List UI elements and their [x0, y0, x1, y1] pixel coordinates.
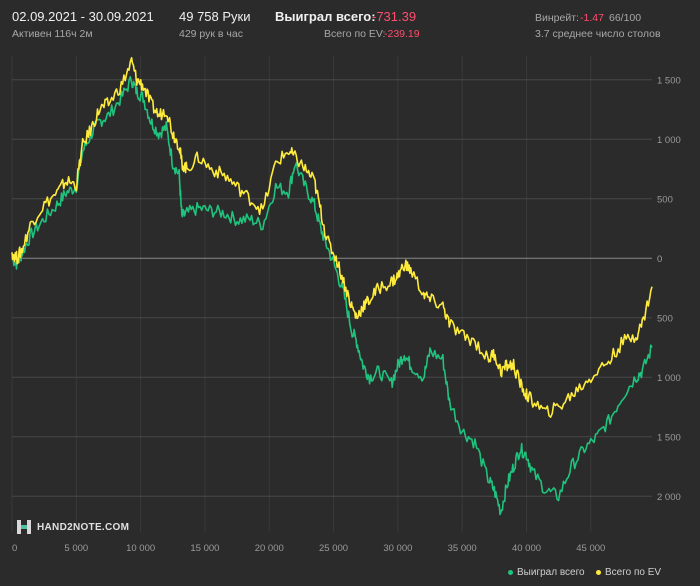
legend-won: Выиграл всего [508, 567, 585, 578]
legend-won-label: Выиграл всего [517, 567, 585, 578]
series-won-line [11, 76, 653, 516]
hand2note-icon [17, 520, 31, 534]
legend-ev-dot [596, 570, 601, 575]
avg-tables: 3.7 среднее число столов [535, 28, 661, 40]
winrate-value: -1.47 [580, 12, 604, 24]
hand2note-logo: HAND2NOTE.COM [17, 520, 129, 534]
x-tick-label: 40 000 [512, 543, 541, 554]
won-total-value: -731.39 [372, 9, 417, 24]
legend-ev: Всего по EV [596, 567, 661, 578]
date-range: 02.09.2021 - 30.09.2021 [12, 9, 154, 24]
winrate-label: Винрейт: [535, 12, 579, 24]
y-tick-label: 1 500 [657, 75, 681, 86]
x-tick-label: 0 [12, 543, 17, 554]
y-tick-label: 2 000 [657, 492, 681, 503]
profit-chart: 1 500 1 000 500 0 500 1 000 1 500 2 000 0 5 000 10… [11, 56, 681, 554]
ev-total-value: -239.19 [384, 28, 420, 40]
x-tick-label: 10 000 [126, 543, 155, 554]
x-tick-label: 20 000 [255, 543, 284, 554]
logo-text: HAND2NOTE.COM [37, 521, 130, 533]
hands-count: 49 758 Руки [179, 9, 251, 24]
y-tick-label: 1 000 [657, 373, 681, 384]
ev-total-label: Всего по EV: [324, 28, 386, 40]
y-tick-label: 1 500 [657, 432, 681, 443]
x-tick-label: 45 000 [576, 543, 605, 554]
legend-ev-label: Всего по EV [605, 567, 662, 578]
hands-per-hour: 429 рук в час [179, 28, 243, 40]
winrate-hands: 66/100 [609, 12, 642, 24]
x-tick-label: 5 000 [64, 543, 88, 554]
y-tick-label: 0 [657, 254, 662, 265]
active-time: Активен 116ч 2м [12, 28, 93, 40]
y-tick-label: 500 [657, 194, 673, 205]
x-tick-label: 25 000 [319, 543, 348, 554]
header: 02.09.2021 - 30.09.2021 Активен 116ч 2м … [0, 0, 700, 46]
x-tick-label: 15 000 [190, 543, 219, 554]
won-total-label: Выиграл всего: [275, 9, 376, 24]
x-tick-label: 30 000 [383, 543, 412, 554]
legend-won-dot [508, 570, 513, 575]
x-tick-label: 35 000 [448, 543, 477, 554]
series-ev-line [11, 57, 653, 418]
y-tick-label: 500 [657, 313, 673, 324]
y-tick-label: 1 000 [657, 135, 681, 146]
